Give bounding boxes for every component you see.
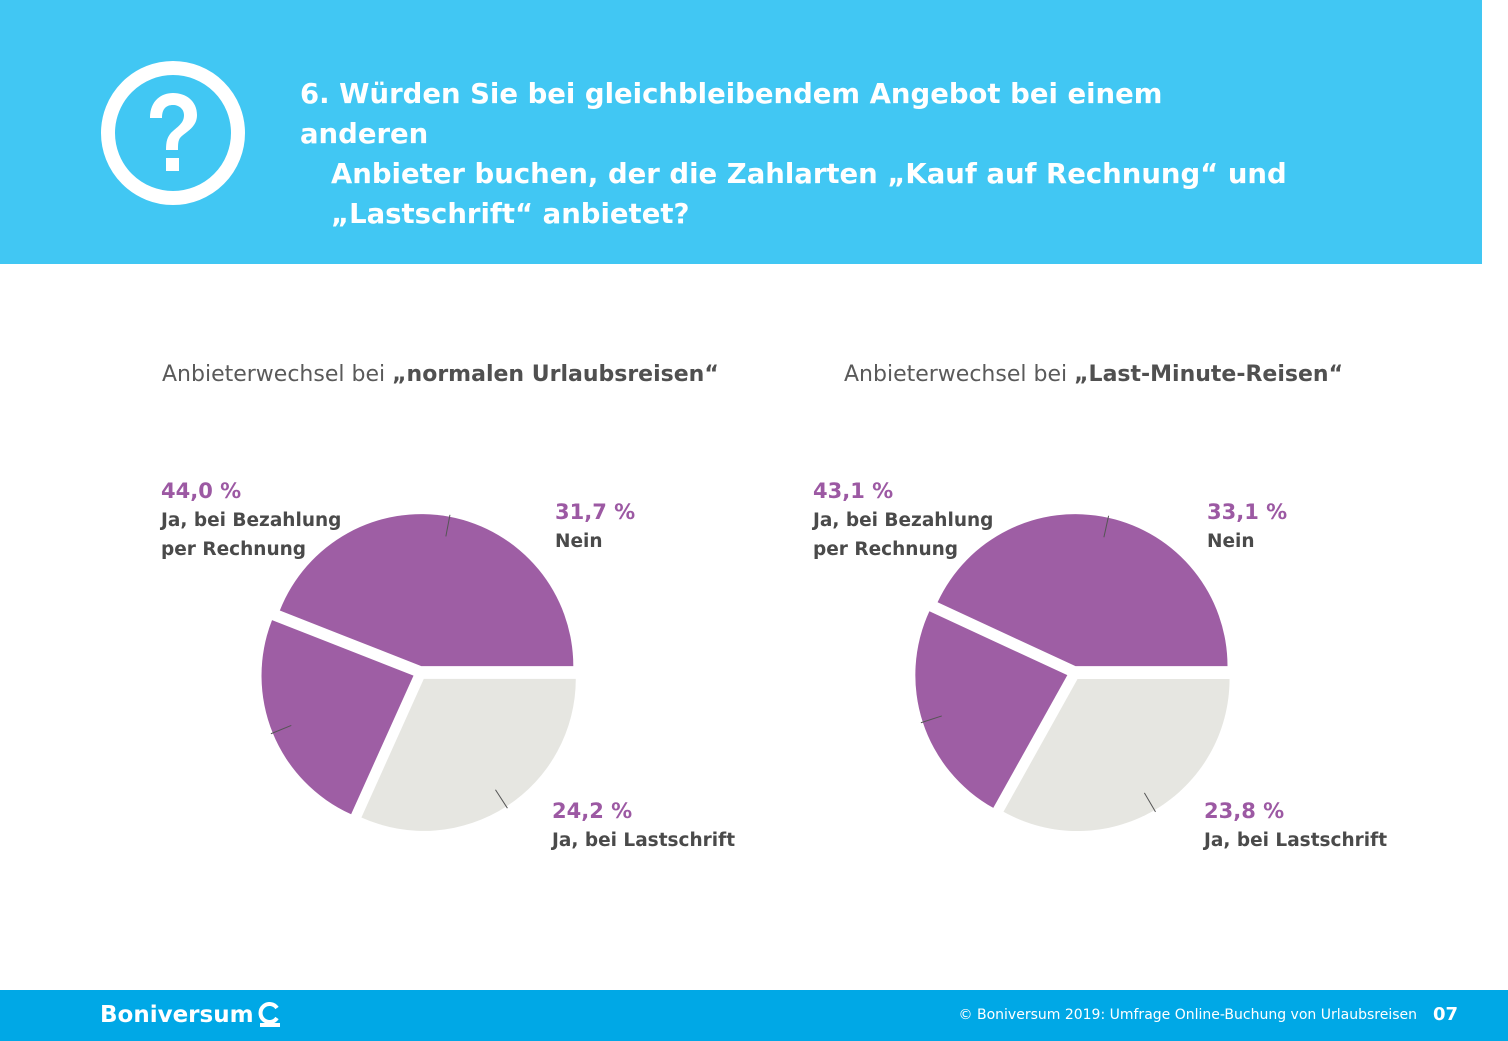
chart-2-slice-3 xyxy=(937,514,1228,667)
chart-2-label-lastschrift: 23,8 % Ja, bei Lastschrift xyxy=(1204,796,1387,855)
chart-1-text-nein: Nein xyxy=(555,531,603,552)
chart-1-title-prefix: Anbieterwechsel bei xyxy=(162,362,393,387)
chart-2-pct-lastschrift: 23,8 % xyxy=(1204,799,1285,823)
chart-2-pct-rechnung: 43,1 % xyxy=(813,479,894,503)
chart-2-slice-1 xyxy=(1003,679,1230,832)
chart-2-label-nein: 33,1 % Nein xyxy=(1207,497,1287,556)
chart-1-slice-3 xyxy=(279,514,574,667)
chart-2-slice-2 xyxy=(915,611,1068,808)
chart-1-slice-2 xyxy=(261,620,414,815)
page-number: 07 xyxy=(1432,1004,1458,1025)
chart-1-pct-nein: 31,7 % xyxy=(555,500,636,524)
chart-2-text-rechnung-1: Ja, bei Bezahlung xyxy=(813,510,994,531)
chart-2-text-lastschrift: Ja, bei Lastschrift xyxy=(1204,830,1388,851)
chart-2-label-rechnung: 43,1 % Ja, bei Bezahlung per Rechnung xyxy=(813,476,993,564)
boniversum-logo: Boniversum xyxy=(100,1000,282,1030)
chart-1-pct-lastschrift: 24,2 % xyxy=(552,799,633,823)
chart-1-text-rechnung-2: per Rechnung xyxy=(161,539,307,560)
chart-2-text-rechnung-2: per Rechnung xyxy=(813,539,959,560)
chart-2-title-bold: „Last-Minute-Reisen“ xyxy=(1074,362,1344,387)
chart-1-label-nein: 31,7 % Nein xyxy=(555,497,635,556)
question-line-1: 6. Würden Sie bei gleichbleibendem Angeb… xyxy=(300,78,1163,150)
chart-1-slice-1 xyxy=(361,678,576,831)
question-mark-circle-icon xyxy=(101,61,245,205)
chart-1-leader-3 xyxy=(445,514,451,537)
chart-2-title: Anbieterwechsel bei „Last-Minute-Reisen“ xyxy=(844,362,1343,387)
header-banner: 6. Würden Sie bei gleichbleibendem Angeb… xyxy=(0,0,1482,264)
chart-2-leader-2 xyxy=(920,715,942,724)
chart-2-pct-nein: 33,1 % xyxy=(1207,500,1288,524)
chart-2-leader-1 xyxy=(1143,792,1156,813)
chart-1-leader-2 xyxy=(270,724,292,735)
chart-1-text-lastschrift: Ja, bei Lastschrift xyxy=(552,830,736,851)
question-line-3: „Lastschrift“ anbietet? xyxy=(331,198,690,230)
chart-2-title-prefix: Anbieterwechsel bei xyxy=(844,362,1075,387)
chart-1-leader-1 xyxy=(495,789,508,809)
chart-1-label-lastschrift: 24,2 % Ja, bei Lastschrift xyxy=(552,796,735,855)
chart-1-title-bold: „normalen Urlaubsreisen“ xyxy=(392,362,719,387)
chart-1-text-rechnung-1: Ja, bei Bezahlung xyxy=(161,510,342,531)
chart-2-leader-3 xyxy=(1103,515,1110,538)
copyright-text: © Boniversum 2019: Umfrage Online-Buchun… xyxy=(958,1007,1417,1023)
footer-bar: Boniversum © Boniversum 2019: Umfrage On… xyxy=(0,990,1508,1041)
chart-1-title: Anbieterwechsel bei „normalen Urlaubsrei… xyxy=(162,362,719,387)
logo-mark-icon xyxy=(258,1002,280,1027)
question-line-2: Anbieter buchen, der die Zahlarten „Kauf… xyxy=(331,158,1287,190)
chart-2-text-nein: Nein xyxy=(1207,531,1255,552)
logo-text: Boniversum xyxy=(100,1002,254,1028)
question-text: 6. Würden Sie bei gleichbleibendem Angeb… xyxy=(300,74,1300,234)
chart-1-label-rechnung: 44,0 % Ja, bei Bezahlung per Rechnung xyxy=(161,476,341,564)
chart-1-pct-rechnung: 44,0 % xyxy=(161,479,242,503)
